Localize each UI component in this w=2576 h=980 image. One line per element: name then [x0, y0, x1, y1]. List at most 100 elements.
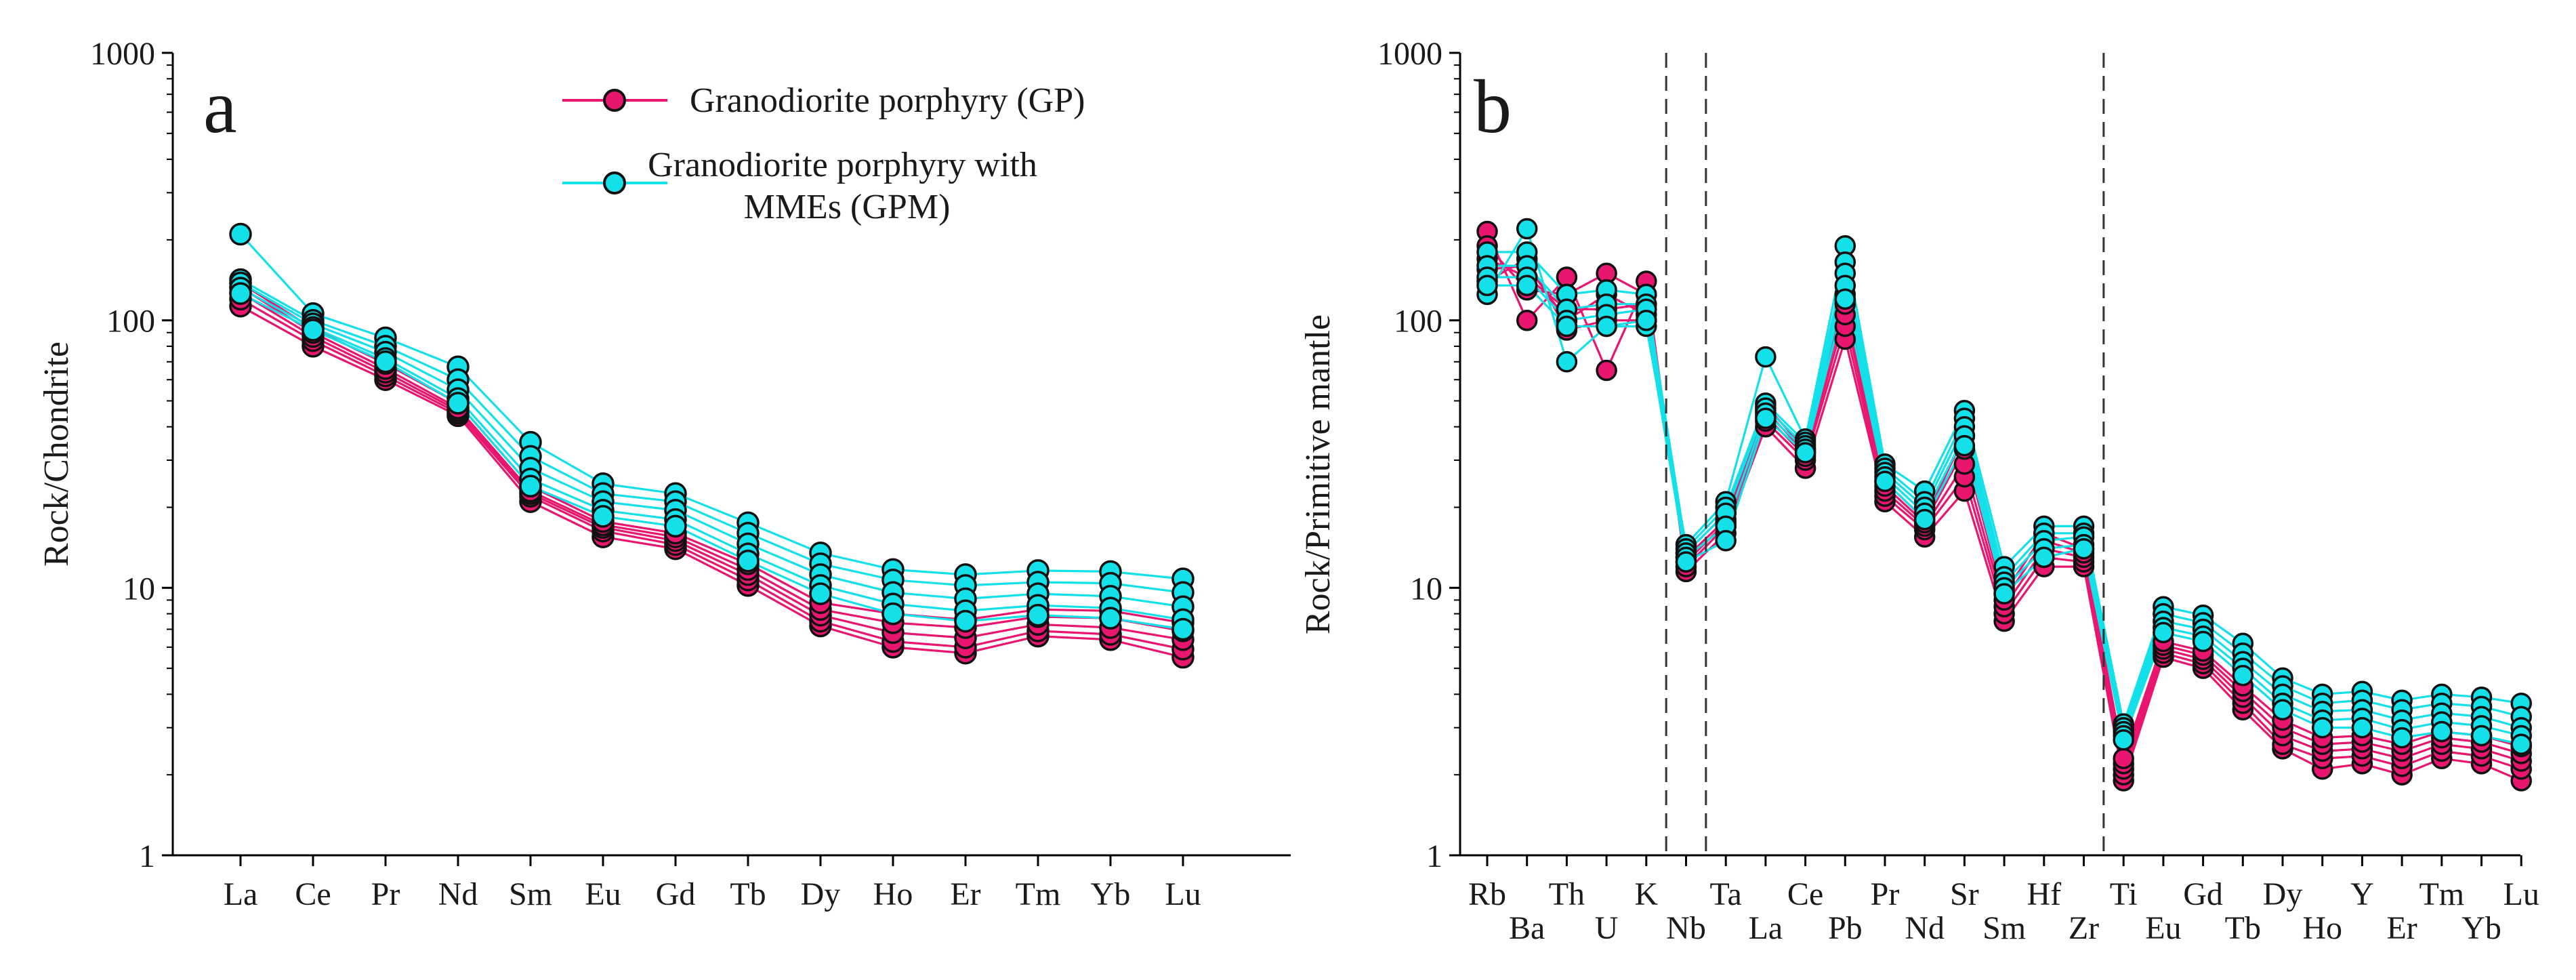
- panel-a-y-tick-label: 10: [123, 571, 155, 607]
- panel-b-label: b: [1474, 65, 1512, 149]
- panel-a-series-line-GPM-1: [239, 233, 1184, 580]
- panel-b-x-tick-label-La: La: [1749, 910, 1783, 946]
- panel-a-x-tick-label-Lu: Lu: [1165, 876, 1201, 912]
- panel-b-x-tick-label-Ba: Ba: [1509, 910, 1545, 946]
- panel-b-x-tick-label-Pr: Pr: [1871, 876, 1900, 912]
- panel-a-series-line-GP-5: [240, 282, 1184, 624]
- panel-b-x-tick-label-Ce: Ce: [1787, 876, 1823, 912]
- panel-a-y-tick-label: 1000: [90, 36, 155, 72]
- panel-a-label: a: [203, 65, 237, 149]
- panel-b-point-GPM-5-Hf: [2033, 546, 2055, 569]
- panel-a-point-GPM-5-Ho: [881, 602, 905, 626]
- panel-b-x-tick-label-Y: Y: [2350, 876, 2374, 912]
- panel-a-y-tick-label: 1: [139, 838, 155, 874]
- panel-b-x-tick-label-Er: Er: [2386, 910, 2417, 946]
- panel-a-x-tick-label-Ho: Ho: [873, 876, 913, 912]
- panel-a-axes: [171, 53, 1291, 857]
- panel-a-point-GPM-5-Nd: [446, 392, 470, 415]
- panel-a-x-tick-label-Yb: Yb: [1091, 876, 1131, 912]
- panel-a-series: [229, 222, 1194, 669]
- panel-a-series-line-GPM-4: [240, 287, 1184, 621]
- panel-b-x-tick-label-U: U: [1595, 910, 1619, 946]
- panel-b-x-tick-label-Nd: Nd: [1905, 910, 1945, 946]
- panel-a-series-line-GPM-2: [240, 279, 1184, 594]
- panel-a-series-line-GP-4: [240, 286, 1184, 632]
- panel-b-point-GPM-5-Lu: [2510, 733, 2532, 755]
- panel-a-x-tick-label-Sm: Sm: [509, 876, 552, 912]
- panel-b-x-tick-label-Ta: Ta: [1710, 876, 1742, 912]
- panel-b-point-GPM-5-Ti: [2113, 729, 2134, 751]
- panel-a-point-GPM-5-La: [229, 282, 252, 305]
- panel-b-x-tick-label-Lu: Lu: [2504, 876, 2539, 912]
- panel-b-x-tick-label-Ho: Ho: [2302, 910, 2342, 946]
- panel-b-point-GPM-5-Ce: [1794, 442, 1816, 464]
- panel-b-x-tick-label-Tb: Tb: [2225, 910, 2261, 946]
- panel-b-x-tick-label-Ti: Ti: [2110, 876, 2138, 912]
- panel-b-point-GPM-5-Eu: [2153, 621, 2174, 644]
- panel-b-point-GPM-5-Ta: [1715, 530, 1737, 552]
- panel-a-ticks: 1 10 100 1000 La Ce Pr Nd Sm Eu Gd Tb Dy Ho Er Tm Yb Lu: [90, 36, 1201, 912]
- panel-b-x-tick-label-Yb: Yb: [2461, 910, 2501, 946]
- panel-b-series-line-GPM-4: [1487, 276, 2522, 737]
- panel-a-y-axis-label: Rock/Chondrite: [37, 342, 76, 567]
- panel-b-point-GPM-5-Tm: [2431, 720, 2453, 743]
- panel-a-x-tick-label-Dy: Dy: [801, 876, 841, 912]
- panel-b-point-GPM-5-Nb: [1675, 551, 1697, 573]
- panel-b-x-tick-label-Sr: Sr: [1950, 876, 1979, 912]
- panel-a-x-tick-label-Er: Er: [950, 876, 980, 912]
- panel-a-point-GPM-5-Pr: [374, 350, 397, 373]
- panel-b-point-GPM-5-Dy: [2272, 699, 2293, 721]
- panel-b-point-GPM-5-Rb: [1476, 274, 1498, 296]
- panel-b-y-tick-label: 10: [1410, 571, 1442, 607]
- panel-a-series-line-GP-3: [240, 291, 1184, 641]
- panel-a-point-GPM-5-Yb: [1099, 607, 1122, 630]
- panel-a-y-tick-label: 100: [106, 304, 155, 340]
- panel-a-point-GPM-5-Eu: [591, 505, 615, 528]
- panel-b-point-GPM-5-Ba: [1516, 274, 1538, 296]
- panel-a-series-line-GPM-5: [240, 292, 1184, 631]
- panel-a-point-GPM-5-Dy: [809, 582, 832, 605]
- panel-b-point-GPM-5-Yb: [2470, 724, 2493, 747]
- panel-b-y-tick-label: 1000: [1377, 36, 1442, 72]
- panel-a-series-line-GP-2: [240, 298, 1184, 651]
- panel-b-point-GP-5-Ti: [2113, 748, 2134, 769]
- panel-b-point-GP-1-Ba: [1516, 309, 1538, 331]
- panel-b-point-GP-1-U: [1596, 359, 1617, 382]
- panel-b-point-GPM-5-Pr: [1874, 470, 1896, 493]
- panel-a-legend: Granodiorite porphyry (GP) Granodiorite …: [562, 81, 1085, 226]
- panel-b-point-GPM-5-La: [1755, 407, 1777, 430]
- panel-b-point-GPM-5-Gd: [2192, 630, 2214, 653]
- panel-b-x-tick-label-Th: Th: [1549, 876, 1585, 912]
- panel-b-x-tick-label-Rb: Rb: [1468, 876, 1506, 912]
- panel-a-point-GPM-5-Tb: [736, 549, 760, 573]
- panel-b-y-tick-label: 100: [1394, 304, 1442, 340]
- panel-a-x-tick-label-Gd: Gd: [656, 876, 696, 912]
- legend-gp-label: Granodiorite porphyry (GP): [690, 81, 1085, 120]
- panel-b-point-GPM-5-U: [1596, 315, 1617, 338]
- panel-b-point-GPM-1-La: [1755, 346, 1777, 368]
- panel-a-x-tick-label-Nd: Nd: [438, 876, 478, 912]
- panel-b-point-GPM-5-Sm: [1993, 583, 2015, 605]
- panel-b-x-tick-label-Zr: Zr: [2069, 910, 2099, 946]
- panel-b-point-GPM-5-Y: [2351, 716, 2373, 739]
- panel-b-point-GPM-1-Th: [1556, 351, 1578, 373]
- panel-b-point-GPM-5-Zr: [2073, 537, 2095, 560]
- panel-b-x-tick-label-Dy: Dy: [2263, 876, 2303, 912]
- panel-b-x-tick-label-Nb: Nb: [1666, 910, 1706, 946]
- panel-a-x-tick-label-Ce: Ce: [295, 876, 331, 912]
- panel-b-point-GPM-5-K: [1636, 309, 1657, 331]
- panel-b-point-GPM-5-Er: [2391, 727, 2413, 749]
- panel-b-point-GPM-5-Ho: [2311, 716, 2333, 739]
- panel-b-point-GPM-5-Pb: [1834, 288, 1856, 310]
- legend-gpm-label: Granodiorite porphyry with MMEs (GPM): [648, 146, 1046, 226]
- panel-a-series-line-GP-1: [240, 305, 1184, 659]
- panel-b-x-tick-label-Eu: Eu: [2145, 910, 2181, 946]
- panel-b-x-tick-label-Tm: Tm: [2419, 876, 2464, 912]
- panel-a-x-tick-label-Eu: Eu: [585, 876, 621, 912]
- panel-a-point-GPM-5-Gd: [664, 514, 687, 538]
- panel-a-point-GPM-5-Sm: [519, 474, 542, 498]
- panel-b-point-GPM-1-Ba: [1516, 218, 1538, 240]
- panel-a-point-GPM-5-Tm: [1026, 603, 1050, 627]
